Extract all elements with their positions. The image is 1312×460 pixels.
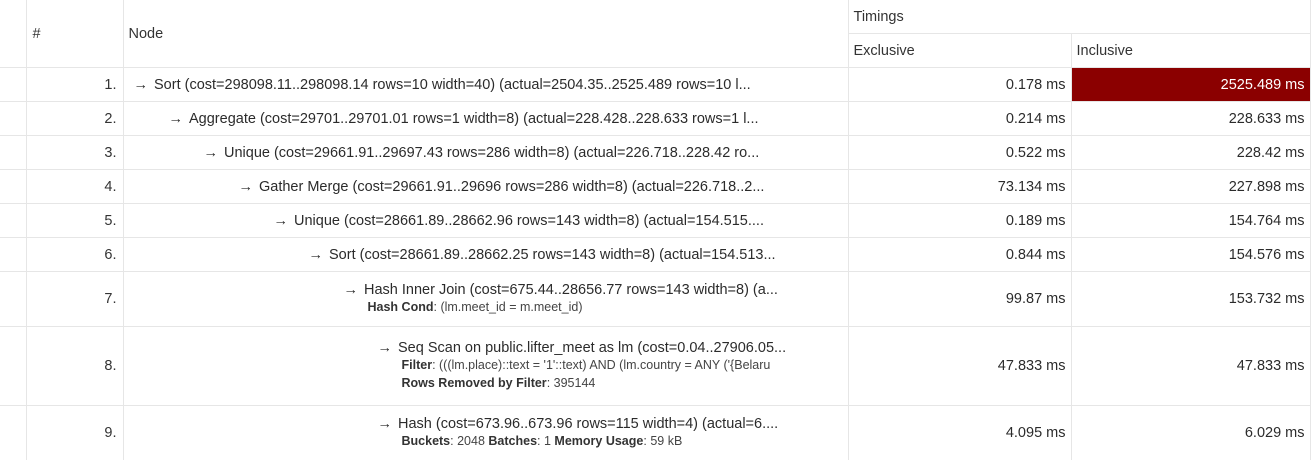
- table-row[interactable]: 3. → Unique (cost=29661.91..29697.43 rows…: [0, 135, 1311, 170]
- row-number: 8.: [26, 326, 124, 406]
- exclusive-time: 4.095 ms: [848, 405, 1072, 460]
- arrow-right-icon: →: [238, 178, 254, 195]
- exclusive-time: 47.833 ms: [848, 326, 1072, 406]
- row-number: 2.: [26, 101, 124, 136]
- arrow-right-icon: →: [343, 282, 359, 298]
- detail-key: Memory Usage: [554, 434, 644, 448]
- node-detail: Buckets: 2048 Batches: 1 Memory Usage: 5…: [401, 434, 683, 448]
- inclusive-time: 154.764 ms: [1071, 203, 1311, 238]
- table-row[interactable]: 9. → Hash (cost=673.96..673.96 rows=115 w…: [0, 405, 1311, 460]
- inclusive-time: 228.42 ms: [1071, 135, 1311, 170]
- node-text: Hash Inner Join (cost=675.44..28656.77 r…: [364, 282, 778, 298]
- arrow-right-icon: →: [133, 76, 149, 93]
- node-cell[interactable]: → Aggregate (cost=29701..29701.01 rows=1 …: [123, 101, 849, 136]
- exclusive-time: 0.214 ms: [848, 101, 1072, 136]
- exclusive-time: 0.522 ms: [848, 135, 1072, 170]
- node-text: Unique (cost=29661.91..29697.43 rows=286…: [224, 144, 760, 161]
- detail-key: Hash Cond: [367, 300, 434, 314]
- column-header-exclusive[interactable]: Exclusive: [848, 33, 1072, 68]
- node-text: Aggregate (cost=29701..29701.01 rows=1 w…: [189, 110, 759, 127]
- column-header-inclusive[interactable]: Inclusive: [1071, 33, 1311, 68]
- exclusive-time: 0.189 ms: [848, 203, 1072, 238]
- inclusive-time: 153.732 ms: [1071, 271, 1311, 327]
- node-cell[interactable]: → Sort (cost=28661.89..28662.25 rows=143 …: [123, 237, 849, 272]
- row-gutter: [0, 169, 27, 204]
- node-detail: Hash Cond: (lm.meet_id = m.meet_id): [367, 300, 583, 314]
- row-gutter: [0, 67, 27, 102]
- node-text: Unique (cost=28661.89..28662.96 rows=143…: [294, 212, 764, 229]
- row-gutter: [0, 405, 27, 460]
- row-gutter: [0, 326, 27, 406]
- row-number: 7.: [26, 271, 124, 327]
- detail-value: 59 kB: [646, 434, 683, 448]
- table-row[interactable]: 4. → Gather Merge (cost=29661.91..29696 r…: [0, 169, 1311, 204]
- column-header-number[interactable]: #: [26, 0, 124, 68]
- row-gutter: [0, 135, 27, 170]
- node-cell[interactable]: → Sort (cost=298098.11..298098.14 rows=10…: [123, 67, 849, 102]
- table-row[interactable]: 1. → Sort (cost=298098.11..298098.14 rows…: [0, 67, 1311, 102]
- node-cell[interactable]: → Unique (cost=28661.89..28662.96 rows=14…: [123, 203, 849, 238]
- row-number: 4.: [26, 169, 124, 204]
- node-text: Hash (cost=673.96..673.96 rows=115 width…: [398, 416, 779, 432]
- detail-value: 1: [540, 434, 555, 448]
- arrow-right-icon: →: [308, 246, 324, 263]
- row-number: 5.: [26, 203, 124, 238]
- row-gutter: [0, 237, 27, 272]
- arrow-right-icon: →: [377, 340, 393, 356]
- node-cell[interactable]: → Hash Inner Join (cost=675.44..28656.77 …: [123, 271, 849, 327]
- table-row[interactable]: 6. → Sort (cost=28661.89..28662.25 rows=1…: [0, 237, 1311, 272]
- arrow-right-icon: →: [273, 212, 289, 229]
- inclusive-time: 154.576 ms: [1071, 237, 1311, 272]
- row-number: 1.: [26, 67, 124, 102]
- table-row[interactable]: 8. → Seq Scan on public.lifter_meet as lm…: [0, 326, 1311, 406]
- inclusive-time: 47.833 ms: [1071, 326, 1311, 406]
- arrow-right-icon: →: [203, 144, 219, 161]
- inclusive-time: 227.898 ms: [1071, 169, 1311, 204]
- row-gutter: [0, 101, 27, 136]
- exclusive-time: 0.844 ms: [848, 237, 1072, 272]
- arrow-right-icon: →: [377, 416, 393, 432]
- detail-key: Batches: [488, 434, 538, 448]
- detail-value: (((lm.place)::text = '1'::text) AND (lm.…: [435, 358, 771, 372]
- column-header-timings: Timings: [848, 0, 1311, 34]
- node-text: Gather Merge (cost=29661.91..29696 rows=…: [259, 178, 765, 195]
- row-number: 3.: [26, 135, 124, 170]
- row-number: 9.: [26, 405, 124, 460]
- arrow-right-icon: →: [168, 110, 184, 127]
- exclusive-time: 0.178 ms: [848, 67, 1072, 102]
- detail-value: 2048: [453, 434, 489, 448]
- node-text: Sort (cost=28661.89..28662.25 rows=143 w…: [329, 246, 776, 263]
- node-cell[interactable]: → Unique (cost=29661.91..29697.43 rows=28…: [123, 135, 849, 170]
- inclusive-time: 2525.489 ms: [1071, 67, 1311, 102]
- detail-key: Rows Removed by Filter: [401, 376, 547, 390]
- node-cell[interactable]: → Seq Scan on public.lifter_meet as lm (c…: [123, 326, 849, 406]
- table-row[interactable]: 7. → Hash Inner Join (cost=675.44..28656.…: [0, 271, 1311, 327]
- column-header-node[interactable]: Node: [123, 0, 849, 68]
- gutter-header: [0, 0, 27, 68]
- detail-value: (lm.meet_id = m.meet_id): [436, 300, 583, 314]
- node-text: Seq Scan on public.lifter_meet as lm (co…: [398, 340, 787, 356]
- node-text: Sort (cost=298098.11..298098.14 rows=10 …: [154, 76, 751, 93]
- node-cell[interactable]: → Hash (cost=673.96..673.96 rows=115 widt…: [123, 405, 849, 460]
- node-cell[interactable]: → Gather Merge (cost=29661.91..29696 rows…: [123, 169, 849, 204]
- detail-key: Filter: [401, 358, 433, 372]
- inclusive-time: 228.633 ms: [1071, 101, 1311, 136]
- node-detail: Rows Removed by Filter: 395144: [401, 376, 596, 390]
- exclusive-time: 99.87 ms: [848, 271, 1072, 327]
- row-number: 6.: [26, 237, 124, 272]
- inclusive-time: 6.029 ms: [1071, 405, 1311, 460]
- row-gutter: [0, 271, 27, 327]
- table-row[interactable]: 2. → Aggregate (cost=29701..29701.01 rows…: [0, 101, 1311, 136]
- row-gutter: [0, 203, 27, 238]
- detail-key: Buckets: [401, 434, 451, 448]
- detail-value: 395144: [550, 376, 596, 390]
- exclusive-time: 73.134 ms: [848, 169, 1072, 204]
- table-row[interactable]: 5. → Unique (cost=28661.89..28662.96 rows…: [0, 203, 1311, 238]
- node-detail: Filter: (((lm.place)::text = '1'::text) …: [401, 358, 771, 372]
